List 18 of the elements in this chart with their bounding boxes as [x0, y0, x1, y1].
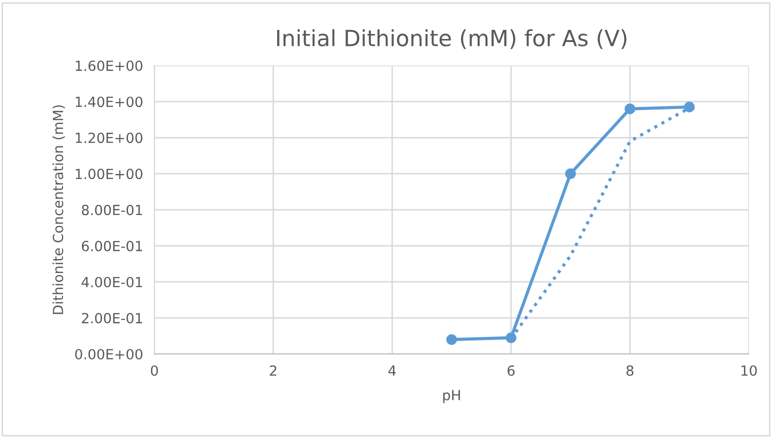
x-axis-title: pH — [443, 390, 460, 404]
x-tick-label: 6 — [508, 365, 515, 376]
x-tick-label: 0 — [150, 365, 158, 376]
y-tick-label: 2.00E-01 — [82, 312, 142, 324]
x-tick-label: 4 — [388, 366, 396, 376]
y-tick-label: 0.00E+00 — [75, 348, 142, 360]
y-tick-label: 6.00E-01 — [82, 240, 142, 252]
y-axis-title: Dithionite Concentration (mM) — [52, 105, 65, 314]
y-tick-label: 1.40E+00 — [76, 96, 142, 108]
y-tick-label: 1.60E+00 — [76, 60, 142, 72]
y-tick-label: 4.00E-01 — [82, 276, 142, 288]
y-tick-label: 1.00E+00 — [76, 168, 142, 180]
x-tick-label: 10 — [742, 365, 757, 376]
x-tick-label: 8 — [626, 365, 634, 376]
y-tick-label: 1.20E+00 — [76, 132, 142, 144]
chart-title: Initial Dithionite (mM) for As (V) — [277, 29, 626, 50]
y-tick-label: 8.00E-01 — [82, 204, 142, 216]
x-tick-label: 2 — [270, 365, 276, 376]
